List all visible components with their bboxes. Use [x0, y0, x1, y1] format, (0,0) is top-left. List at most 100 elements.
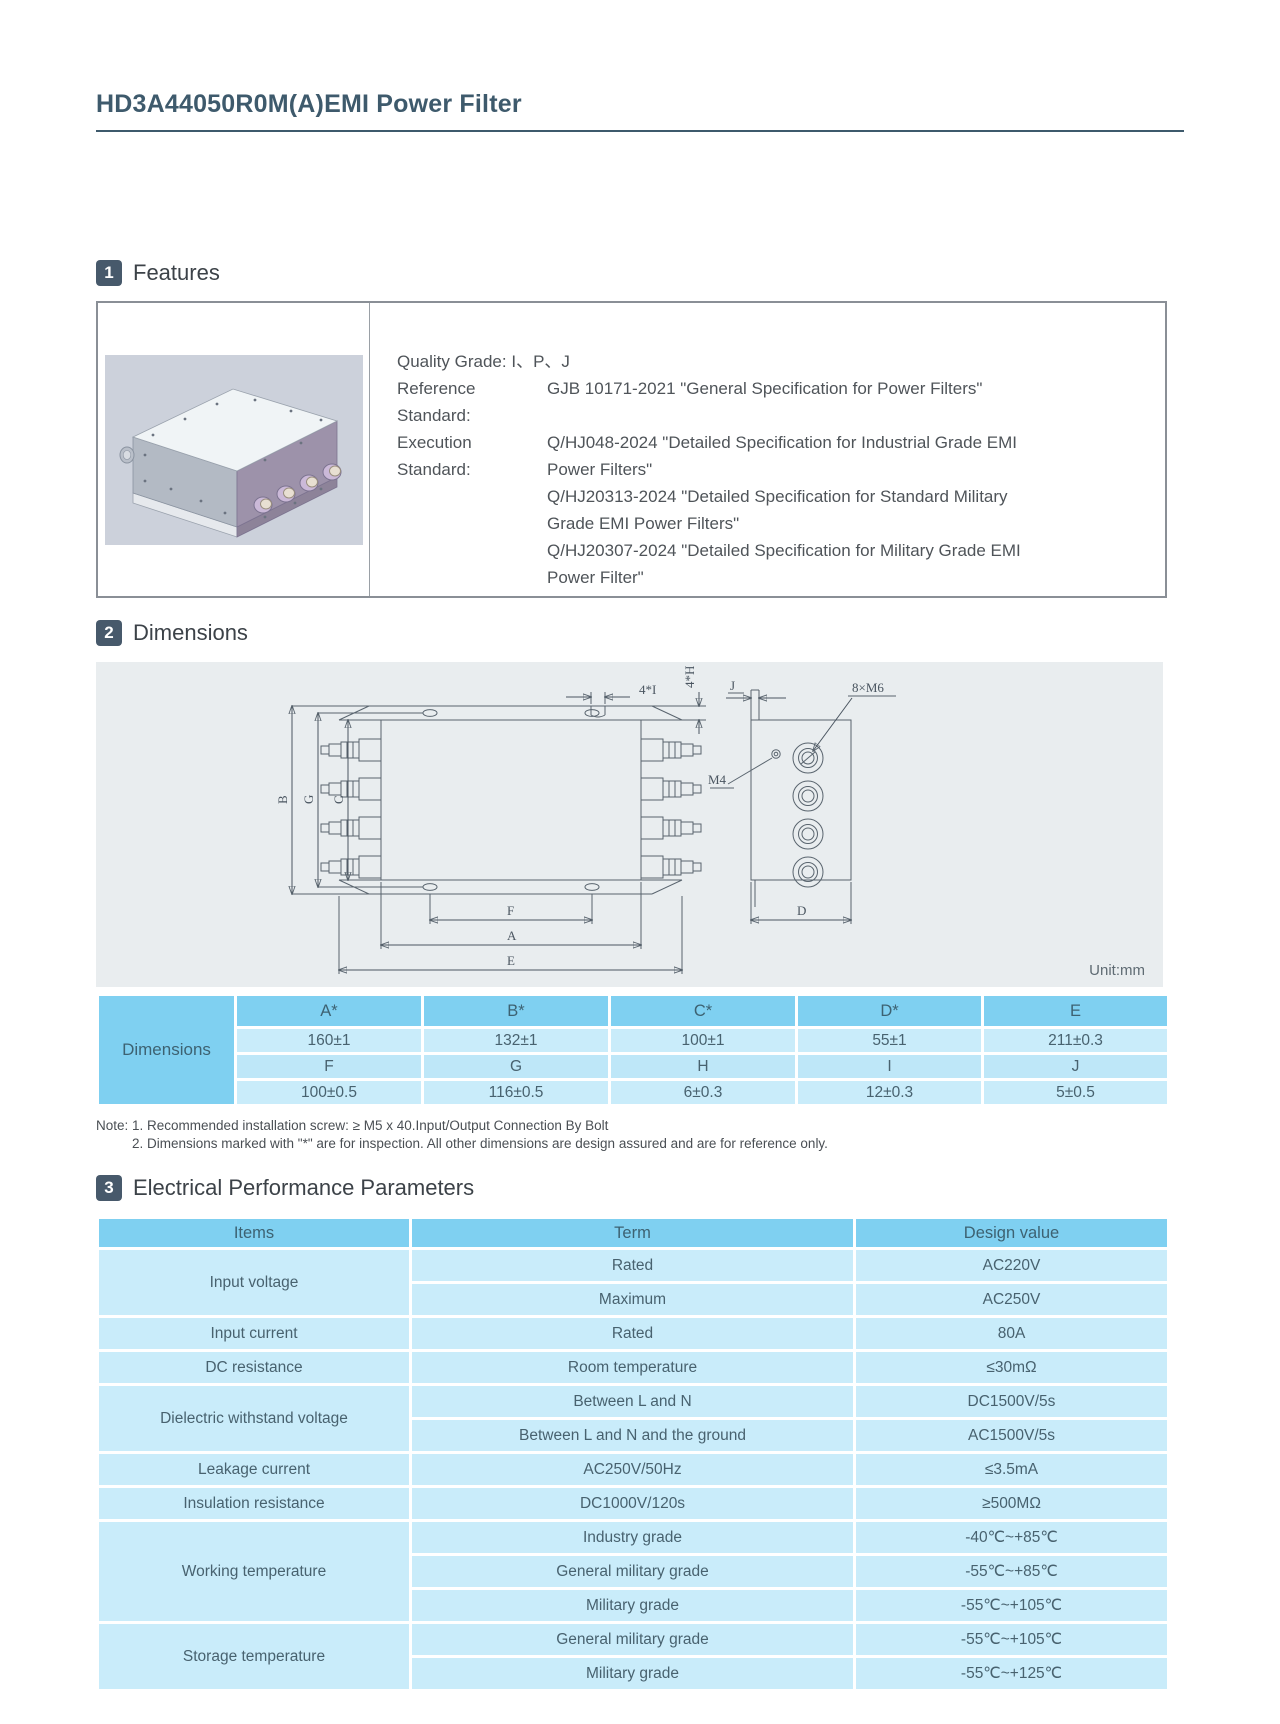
table-row: Leakage current AC250V/50Hz ≤3.5mA: [96, 1451, 1170, 1488]
unit-label: Unit:mm: [1089, 962, 1145, 979]
table-row: General military grade -55℃~+85℃: [98, 1553, 1170, 1590]
table-row: 160±1 132±1 100±1 55±1 211±0.3: [98, 1026, 1170, 1055]
section-header-features: 1 Features: [96, 260, 1167, 286]
term-cell: Between L and N: [409, 1383, 856, 1420]
design-value-cell: -55℃~+105℃: [853, 1587, 1170, 1624]
item-cell: DC resistance: [96, 1349, 412, 1386]
table-row: Input voltage Rated AC220V: [96, 1247, 1170, 1318]
table-row: Storage temperature General military grad…: [96, 1621, 1170, 1692]
dimension-value-cell: 116±0.5: [421, 1078, 611, 1107]
terminals-right: [640, 738, 702, 879]
table-row: Military grade -55℃~+125℃: [98, 1655, 1170, 1692]
dimension-value-cell: 100±0.5: [234, 1078, 424, 1107]
svg-text:F: F: [507, 903, 514, 918]
design-value-cell: ≤3.5mA: [853, 1451, 1170, 1488]
terminals-left: [320, 738, 382, 879]
svg-text:C: C: [331, 795, 346, 804]
dimension-value-cell: J: [981, 1052, 1170, 1081]
technical-drawing: 4*I 4*H: [275, 666, 896, 974]
section-header-electrical: 3 Electrical Performance Parameters: [96, 1175, 1167, 1201]
execution-standard-row: Execution Standard: Q/HJ048-2024 "Detail…: [397, 429, 1141, 591]
term-cell: Industry grade: [409, 1519, 856, 1556]
design-value-cell: -40℃~+85℃: [853, 1519, 1170, 1556]
dimension-value-cell: 100±1: [608, 1026, 798, 1055]
features-panel: Quality Grade: I、P、J Reference Standard:…: [96, 301, 1167, 598]
svg-text:B: B: [275, 795, 290, 804]
dimension-value-cell: 12±0.3: [795, 1078, 984, 1107]
execution-standard-label: Execution Standard:: [397, 433, 472, 479]
reference-standard-label: Reference Standard:: [397, 379, 476, 425]
item-cell: Input current: [96, 1315, 412, 1352]
item-cell: Leakage current: [96, 1451, 412, 1488]
item-cell: Storage temperature: [96, 1621, 412, 1692]
design-value-cell: ≤30mΩ: [853, 1349, 1170, 1386]
dimension-value-cell: 211±0.3: [981, 1026, 1170, 1055]
svg-text:4*I: 4*I: [639, 682, 656, 697]
table-row: Between L and N and the ground AC1500V/5s: [98, 1417, 1170, 1454]
product-image: [98, 303, 370, 596]
dimension-value-cell: 132±1: [421, 1026, 611, 1055]
section-title: Features: [133, 260, 220, 285]
design-value-cell: -55℃~+105℃: [853, 1621, 1170, 1658]
features-text: Quality Grade: I、P、J Reference Standard:…: [370, 303, 1165, 596]
side-view: J M4: [708, 678, 896, 924]
term-cell: Between L and N and the ground: [409, 1417, 856, 1454]
section-title: Electrical Performance Parameters: [133, 1175, 475, 1200]
design-value-cell: -55℃~+125℃: [853, 1655, 1170, 1692]
design-value-cell: AC220V: [853, 1247, 1170, 1284]
terminal-studs: [119, 446, 341, 513]
table-row: Military grade -55℃~+105℃: [98, 1587, 1170, 1624]
section-number-badge: 1: [96, 260, 122, 286]
section-header-dimensions: 2 Dimensions: [96, 620, 1167, 646]
terminal-circles: [792, 742, 824, 888]
svg-text:4*H: 4*H: [682, 666, 697, 688]
quality-grade-label: Quality Grade:: [397, 352, 507, 371]
design-value-cell: AC1500V/5s: [853, 1417, 1170, 1454]
table-row: DC resistance Room temperature ≤30mΩ: [96, 1349, 1170, 1386]
section-electrical-parameters: 3 Electrical Performance Parameters Item…: [96, 1175, 1170, 1692]
column-header: D*: [795, 993, 984, 1029]
dimension-value-cell: F: [234, 1052, 424, 1081]
reference-standard-value: GJB 10171-2021 "General Specification fo…: [547, 379, 983, 398]
page-header: HD3A44050R0M(A)EMI Power Filter: [96, 0, 1184, 132]
table-notes: Note: 1. Recommended installation screw:…: [96, 1117, 1167, 1153]
column-header: B*: [421, 993, 611, 1029]
screw-dots: [143, 398, 322, 518]
quality-grade-row: Quality Grade: I、P、J: [397, 348, 1141, 375]
table-header-row: Dimensions A* B* C* D* E: [96, 993, 1170, 1107]
term-cell: General military grade: [409, 1621, 856, 1658]
column-header: A*: [234, 993, 424, 1029]
column-header: C*: [608, 993, 798, 1029]
section-title: Dimensions: [133, 620, 248, 645]
item-cell: Working temperature: [96, 1519, 412, 1624]
table-row: Insulation resistance DC1000V/120s ≥500MΩ: [96, 1485, 1170, 1522]
term-cell: Rated: [409, 1247, 856, 1284]
svg-text:M4: M4: [708, 772, 727, 787]
page-title: HD3A44050R0M(A)EMI Power Filter: [96, 90, 522, 118]
column-header: Term: [409, 1216, 856, 1250]
item-cell: Dielectric withstand voltage: [96, 1383, 412, 1454]
standard-line: Q/HJ20313-2024 "Detailed Specification f…: [547, 487, 1008, 533]
datasheet-page: HD3A44050R0M(A)EMI Power Filter 1 Featur…: [96, 0, 1184, 1692]
dimension-value-cell: 160±1: [234, 1026, 424, 1055]
design-value-cell: -55℃~+85℃: [853, 1553, 1170, 1590]
execution-standard-values: Q/HJ048-2024 "Detailed Specification for…: [547, 429, 1052, 591]
term-cell: Maximum: [409, 1281, 856, 1318]
design-value-cell: AC250V: [853, 1281, 1170, 1318]
dimension-value-cell: 6±0.3: [608, 1078, 798, 1107]
table-row: Maximum AC250V: [98, 1281, 1170, 1318]
table-row: 100±0.5 116±0.5 6±0.3 12±0.3 5±0.5: [98, 1078, 1170, 1107]
svg-text:8×M6: 8×M6: [852, 680, 884, 695]
table-row: Working temperature Industry grade -40℃~+8…: [96, 1519, 1170, 1624]
electrical-parameters-table: Items Term Design value Input voltage Rated…: [96, 1216, 1170, 1692]
design-value-cell: 80A: [853, 1315, 1170, 1352]
dimension-drawing-panel: 4*I 4*H: [96, 662, 1163, 987]
svg-text:A: A: [507, 928, 517, 943]
standard-line: Q/HJ20307-2024 "Detailed Specification f…: [547, 541, 1021, 587]
term-cell: AC250V/50Hz: [409, 1451, 856, 1488]
product-render-illustration: [104, 354, 363, 545]
svg-text:J: J: [730, 678, 735, 693]
column-header: E: [981, 993, 1170, 1029]
term-cell: DC1000V/120s: [409, 1485, 856, 1522]
svg-text:G: G: [301, 795, 316, 804]
